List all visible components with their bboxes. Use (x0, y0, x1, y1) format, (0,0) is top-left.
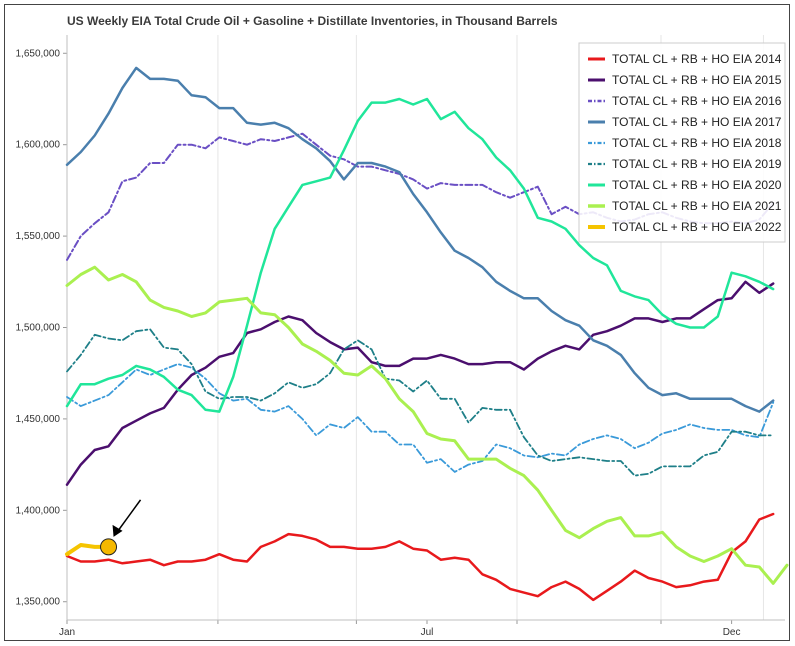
y-tick-label: 1,350,000 (16, 597, 61, 608)
legend-label: TOTAL CL + RB + HO EIA 2020 (612, 178, 782, 192)
legend: TOTAL CL + RB + HO EIA 2014 TOTAL CL + RB… (578, 42, 786, 243)
legend-label: TOTAL CL + RB + HO EIA 2014 (612, 52, 782, 66)
legend-label: TOTAL CL + RB + HO EIA 2017 (612, 115, 782, 129)
series-line-7 (65, 265, 789, 585)
series-line-2 (66, 132, 775, 261)
y-tick-label: 1,500,000 (16, 323, 61, 334)
highlight-marker (100, 538, 118, 556)
x-tick-label: Dec (723, 627, 741, 638)
arrow-shaft (115, 499, 142, 534)
arrow-head (112, 524, 123, 537)
x-tick-label: Jan (59, 627, 75, 638)
series-line-6 (65, 97, 775, 413)
legend-label: TOTAL CL + RB + HO EIA 2019 (612, 157, 782, 171)
y-axis-ticks: 1,350,000 1,400,000 1,450,000 1,500,000 1,55… (16, 48, 67, 608)
y-tick-label: 1,600,000 (16, 140, 61, 151)
x-tick-label: Jul (421, 627, 434, 638)
series-line-5 (66, 328, 775, 477)
legend-label: TOTAL CL + RB + HO EIA 2022 (612, 220, 782, 234)
y-tick-label: 1,550,000 (16, 231, 61, 242)
chart-svg: US Weekly EIA Total Crude Oil + Gasoline… (16, 14, 789, 638)
y-tick-label: 1,450,000 (16, 414, 61, 425)
series-line-0 (65, 512, 775, 602)
x-axis-ticks: Jan Jul Dec (59, 620, 741, 638)
legend-box (578, 42, 786, 243)
legend-label: TOTAL CL + RB + HO EIA 2016 (612, 94, 782, 108)
series-line-4 (66, 363, 775, 473)
chart-title: US Weekly EIA Total Crude Oil + Gasoline… (67, 14, 558, 28)
marker-annotation (100, 499, 142, 556)
series-line-3 (65, 66, 775, 413)
y-tick-label: 1,400,000 (16, 505, 61, 516)
y-tick-label: 1,650,000 (16, 48, 61, 59)
legend-label: TOTAL CL + RB + HO EIA 2021 (612, 199, 782, 213)
legend-label: TOTAL CL + RB + HO EIA 2015 (612, 73, 782, 87)
series-lines (65, 66, 789, 602)
legend-label: TOTAL CL + RB + HO EIA 2018 (612, 136, 782, 150)
series-line-1 (65, 280, 775, 486)
chart-frame: US Weekly EIA Total Crude Oil + Gasoline… (4, 4, 790, 641)
